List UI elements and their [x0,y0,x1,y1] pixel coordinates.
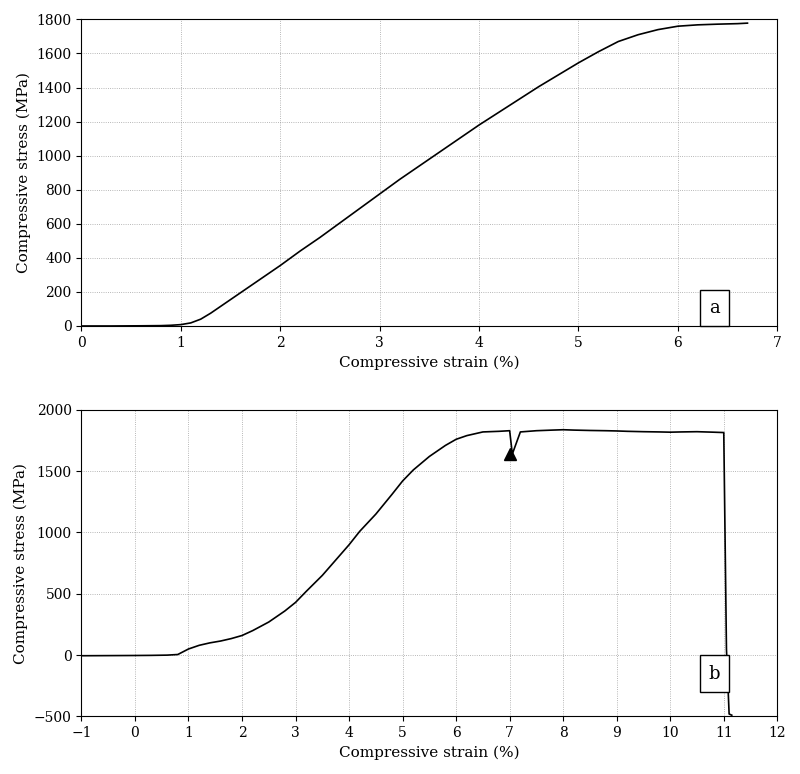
Text: a: a [710,299,720,317]
X-axis label: Compressive strain (%): Compressive strain (%) [339,355,520,370]
Y-axis label: Compressive stress (MPa): Compressive stress (MPa) [17,72,31,273]
Text: b: b [709,665,721,683]
Y-axis label: Compressive stress (MPa): Compressive stress (MPa) [14,463,28,663]
X-axis label: Compressive strain (%): Compressive strain (%) [339,745,520,760]
